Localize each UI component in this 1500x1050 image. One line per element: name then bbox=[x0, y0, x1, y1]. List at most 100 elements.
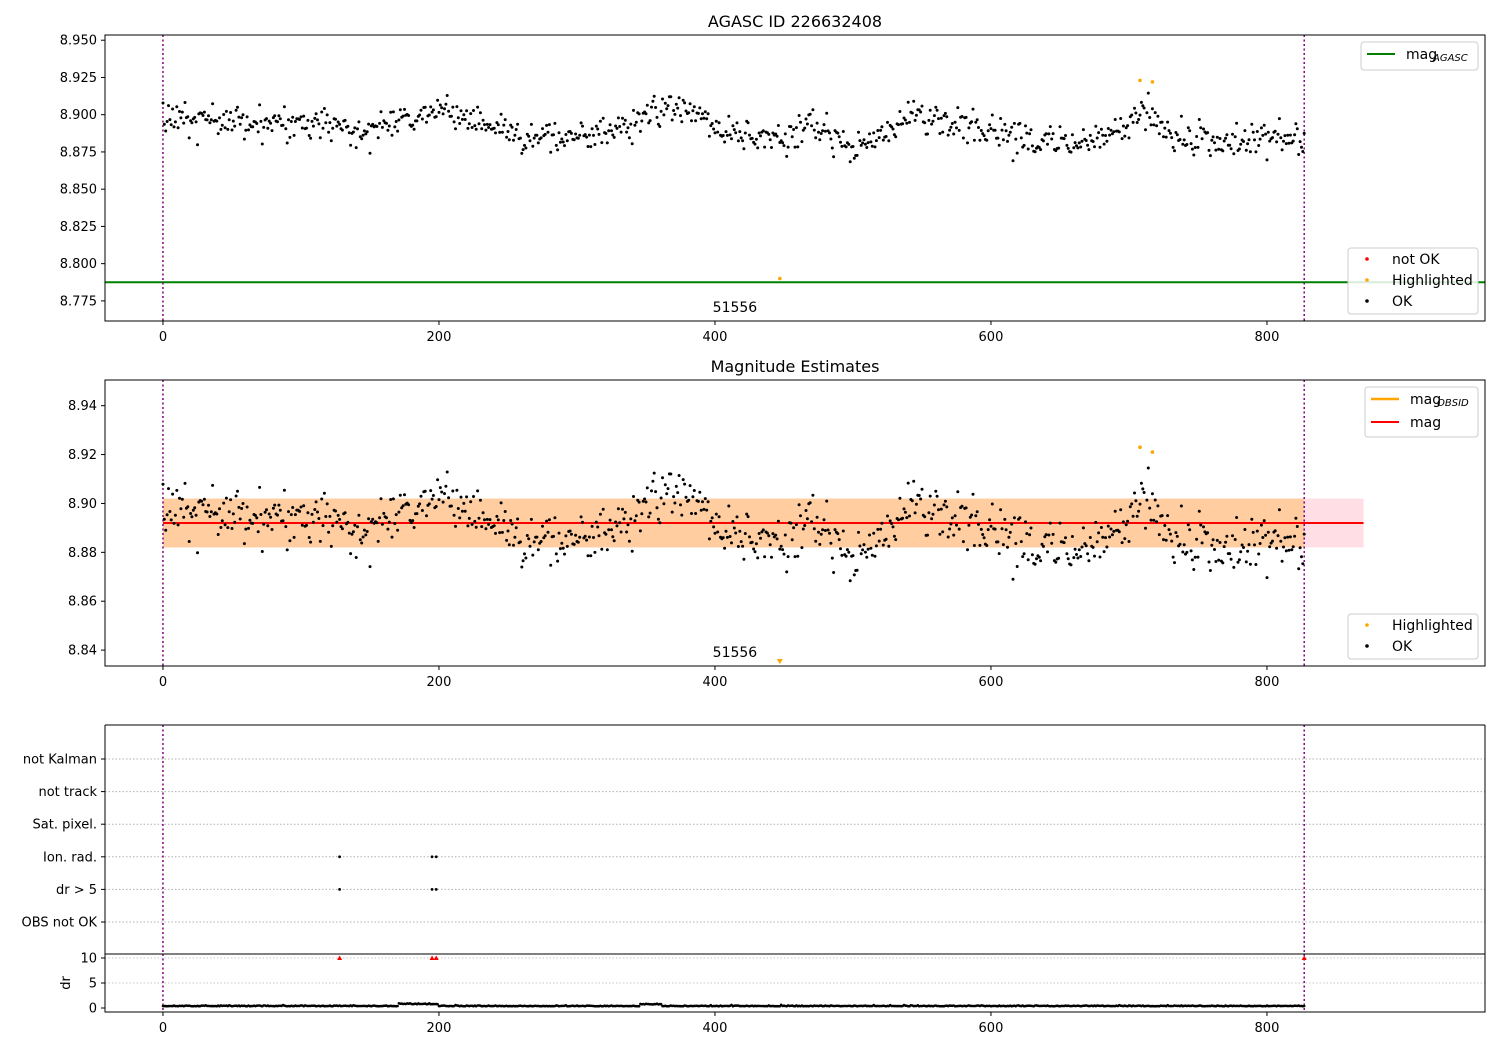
ok-point bbox=[859, 143, 863, 147]
ok-point bbox=[434, 505, 438, 508]
ok-point bbox=[563, 552, 566, 556]
x-tick-label: 800 bbox=[1255, 1021, 1280, 1036]
ok-point bbox=[1298, 546, 1302, 550]
ok-point bbox=[1237, 558, 1241, 562]
ok-point bbox=[325, 502, 329, 506]
ok-point bbox=[340, 527, 344, 531]
ok-point bbox=[248, 518, 252, 522]
ok-point bbox=[541, 127, 544, 131]
ok-point bbox=[469, 500, 473, 504]
dr-outlier-group bbox=[337, 955, 1307, 960]
ok-point bbox=[299, 115, 303, 119]
ok-point bbox=[288, 539, 292, 543]
ok-point bbox=[825, 111, 829, 115]
ok-point bbox=[309, 540, 313, 544]
ok-point bbox=[778, 547, 782, 551]
ok-point bbox=[572, 542, 576, 546]
ok-point bbox=[585, 538, 589, 542]
ok-point bbox=[801, 527, 805, 531]
y-tick-label: 8.900 bbox=[60, 108, 97, 123]
dr-outlier bbox=[429, 955, 435, 960]
ok-point bbox=[306, 118, 310, 122]
ok-point bbox=[302, 114, 306, 118]
ok-point bbox=[1033, 562, 1037, 566]
ok-point bbox=[793, 555, 797, 559]
ok-point bbox=[1253, 138, 1256, 142]
ok-point bbox=[178, 110, 181, 113]
ok-point bbox=[253, 513, 257, 517]
ok-point bbox=[1268, 139, 1272, 143]
ok-point bbox=[601, 507, 605, 511]
ok-point bbox=[347, 531, 351, 535]
ok-point bbox=[705, 508, 709, 512]
ok-point bbox=[1178, 138, 1182, 141]
ok-point bbox=[488, 123, 492, 127]
ok-point bbox=[673, 112, 677, 116]
ok-point bbox=[176, 126, 180, 130]
ok-point bbox=[680, 120, 684, 124]
ok-point bbox=[786, 145, 790, 149]
ok-point bbox=[665, 107, 669, 111]
ok-point bbox=[666, 104, 670, 108]
ok-point bbox=[401, 114, 405, 118]
ok-point bbox=[957, 527, 961, 531]
ok-point bbox=[743, 532, 747, 535]
ok-point bbox=[407, 503, 411, 507]
ok-point bbox=[869, 546, 873, 550]
ok-point bbox=[322, 491, 326, 495]
ok-point bbox=[1182, 138, 1186, 142]
ok-point bbox=[870, 144, 874, 148]
ok-point bbox=[837, 538, 841, 542]
ok-point bbox=[299, 505, 303, 509]
ok-point bbox=[168, 510, 172, 513]
ok-point bbox=[666, 487, 670, 491]
dr-outlier bbox=[433, 955, 439, 960]
ok-point bbox=[220, 519, 224, 523]
ok-point bbox=[167, 104, 170, 108]
x-tick-label: 600 bbox=[979, 1021, 1004, 1036]
ok-point bbox=[175, 488, 179, 492]
ok-point bbox=[623, 510, 627, 514]
ok-point bbox=[771, 532, 775, 536]
ok-point bbox=[218, 116, 221, 120]
ok-point bbox=[873, 145, 877, 149]
ok-point bbox=[690, 512, 693, 515]
ok-point bbox=[314, 500, 318, 504]
ok-point bbox=[659, 109, 663, 113]
ok-point bbox=[260, 550, 264, 553]
ok-point bbox=[364, 533, 368, 537]
ok-point bbox=[282, 488, 286, 492]
ok-point bbox=[1152, 123, 1156, 127]
ok-point bbox=[872, 531, 876, 535]
ok-point bbox=[775, 134, 779, 138]
ok-point bbox=[1126, 519, 1130, 523]
ok-point bbox=[1070, 133, 1074, 137]
ok-point bbox=[1215, 135, 1219, 139]
ok-point bbox=[862, 543, 866, 547]
ok-point bbox=[557, 131, 561, 135]
ok-point bbox=[423, 105, 427, 109]
ok-point bbox=[327, 130, 331, 134]
ok-point bbox=[902, 507, 906, 511]
ok-point bbox=[716, 530, 720, 534]
ok-point bbox=[1222, 545, 1226, 549]
ok-point bbox=[822, 123, 826, 127]
ok-point bbox=[536, 548, 540, 552]
ok-point bbox=[262, 125, 266, 129]
ok-point bbox=[1139, 481, 1143, 485]
ok-point bbox=[1153, 111, 1157, 115]
ok-point bbox=[336, 120, 340, 124]
ok-point bbox=[723, 546, 727, 550]
ok-point bbox=[324, 515, 328, 518]
ok-point bbox=[1257, 552, 1261, 556]
ok-point bbox=[975, 118, 979, 122]
ok-point bbox=[488, 518, 492, 522]
ok-point bbox=[223, 126, 227, 130]
ok-point bbox=[759, 536, 762, 540]
ok-point bbox=[945, 115, 949, 119]
ok-point bbox=[186, 505, 190, 509]
ok-point bbox=[710, 122, 714, 125]
ok-point bbox=[1175, 534, 1179, 538]
ok-point bbox=[743, 131, 747, 135]
ok-point bbox=[1236, 560, 1240, 564]
